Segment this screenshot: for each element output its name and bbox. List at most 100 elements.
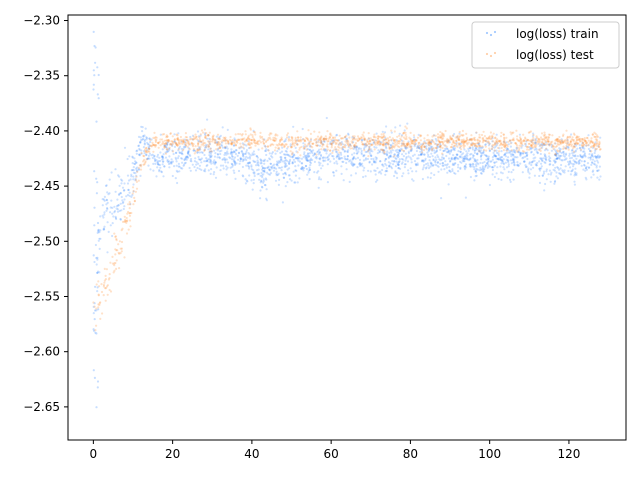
data-point	[348, 136, 351, 139]
data-point	[204, 133, 207, 136]
data-point	[269, 138, 272, 141]
data-point	[448, 141, 451, 144]
legend: log(loss) train log(loss) test	[471, 21, 620, 69]
data-point	[374, 143, 377, 146]
data-point	[145, 137, 149, 140]
data-point	[105, 285, 109, 288]
data-point	[216, 153, 219, 156]
data-point	[382, 165, 385, 168]
data-point	[248, 157, 252, 160]
data-point	[440, 140, 443, 143]
data-point	[526, 138, 529, 142]
data-point	[419, 139, 422, 142]
data-point	[292, 155, 295, 158]
data-point	[507, 143, 510, 146]
data-point	[309, 164, 312, 167]
data-point	[394, 157, 397, 160]
data-point	[318, 151, 321, 155]
data-point	[430, 162, 433, 165]
data-point	[147, 143, 150, 146]
data-point	[578, 139, 581, 142]
data-point	[344, 140, 347, 143]
data-point	[582, 143, 586, 146]
data-point	[485, 140, 488, 143]
data-point	[505, 136, 508, 139]
data-point	[109, 206, 112, 209]
data-point	[217, 137, 220, 140]
data-point	[346, 139, 349, 143]
data-point	[307, 155, 310, 158]
data-point	[241, 174, 244, 177]
data-point	[230, 155, 234, 158]
data-point	[396, 163, 400, 167]
data-point	[482, 148, 486, 151]
data-point	[259, 181, 262, 184]
data-point	[208, 143, 211, 146]
data-point	[241, 133, 244, 136]
data-point	[500, 155, 504, 159]
data-point	[312, 142, 315, 145]
data-point	[548, 144, 551, 147]
data-point	[474, 144, 477, 147]
x-tick-label: 40	[244, 447, 259, 461]
data-point	[177, 138, 180, 141]
data-point	[575, 172, 578, 175]
data-point	[274, 152, 277, 155]
data-point	[445, 151, 449, 154]
data-point	[590, 154, 594, 157]
data-point	[303, 166, 306, 170]
data-point	[590, 176, 593, 179]
y-tick-label: −2.30	[23, 14, 60, 28]
data-point	[223, 137, 226, 140]
data-point	[248, 174, 251, 177]
data-point	[560, 142, 563, 145]
data-point	[529, 130, 533, 133]
data-point	[469, 158, 472, 161]
data-point	[524, 151, 527, 155]
data-point	[396, 153, 400, 157]
data-point	[474, 169, 477, 173]
data-point	[487, 157, 490, 160]
data-point	[269, 172, 273, 175]
data-point	[496, 166, 499, 169]
data-point	[254, 160, 257, 163]
data-point	[467, 159, 471, 162]
data-point	[360, 151, 363, 154]
data-point	[534, 156, 537, 159]
data-point	[265, 199, 268, 202]
data-point	[424, 142, 427, 145]
data-point	[270, 152, 274, 155]
data-point	[214, 142, 217, 145]
data-point	[280, 138, 283, 141]
data-point	[276, 134, 279, 137]
data-point	[539, 149, 542, 152]
data-point	[294, 138, 297, 141]
data-point	[390, 165, 393, 168]
data-point	[169, 143, 172, 146]
data-point	[401, 142, 404, 145]
data-point	[168, 143, 171, 146]
data-point	[507, 165, 510, 168]
data-point	[342, 160, 345, 163]
data-point	[180, 152, 183, 155]
data-point	[572, 138, 575, 142]
data-point	[216, 143, 219, 146]
data-point	[482, 139, 485, 142]
data-point	[571, 148, 574, 152]
data-point	[530, 138, 533, 141]
data-point	[580, 143, 584, 146]
data-point	[199, 133, 202, 136]
data-point	[256, 156, 259, 159]
data-point	[151, 153, 154, 156]
data-point	[102, 216, 105, 219]
data-point	[588, 153, 591, 156]
data-point	[275, 174, 278, 177]
data-point	[179, 142, 182, 145]
data-point	[265, 188, 268, 191]
data-point	[583, 154, 586, 157]
data-point	[154, 136, 157, 139]
data-point	[490, 160, 493, 163]
data-point	[492, 166, 495, 169]
data-point	[424, 142, 428, 145]
data-point	[256, 173, 259, 176]
